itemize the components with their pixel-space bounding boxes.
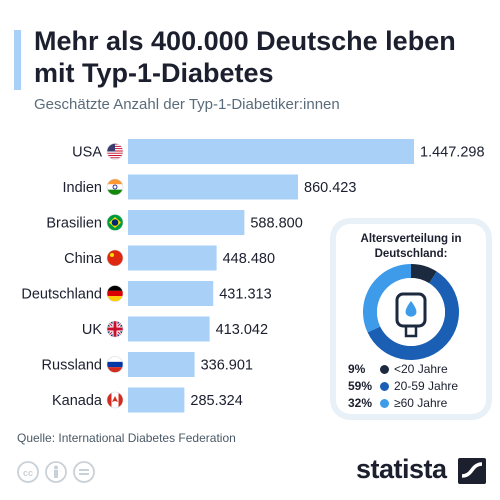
legend-dot	[380, 381, 389, 391]
value-label: 588.800	[250, 216, 302, 232]
legend-dot	[380, 364, 389, 374]
bar-china	[128, 245, 217, 271]
source-note: Quelle: International Diabetes Federatio…	[17, 431, 236, 445]
legend-dot	[380, 398, 389, 408]
legend-label: ≥60 Jahre	[394, 396, 448, 410]
flag-russia-icon	[106, 356, 124, 373]
statista-brand: statista	[356, 454, 447, 484]
bar-usa	[128, 139, 414, 164]
flag-china-icon	[106, 249, 124, 267]
nd-icon	[73, 461, 95, 483]
age-distribution-panel: Altersverteilung in Deutschland: 9% <20 J…	[336, 224, 486, 414]
flag-usa-icon	[106, 143, 124, 160]
legend-label: <20 Jahre	[394, 362, 448, 376]
legend-label: 20-59 Jahre	[394, 379, 459, 393]
legend-item: 59% 20-59 Jahre	[348, 379, 458, 393]
donut-title: Altersverteilung in Deutschland:	[360, 233, 462, 260]
glucose-meter-icon	[395, 292, 427, 338]
flag-germany-icon	[106, 285, 124, 302]
license-icons: cc	[17, 461, 95, 483]
value-label: 285.324	[190, 393, 242, 409]
donut-slice-0	[411, 264, 437, 284]
legend-percent: 32%	[348, 396, 373, 410]
bar-deutschland	[128, 281, 214, 306]
flag-canada-icon	[106, 391, 124, 409]
category-label: Indien	[62, 180, 102, 196]
legend-item: 32% ≥60 Jahre	[348, 396, 447, 410]
title-accent-bar	[14, 30, 21, 90]
bar-chart: USA 1.447.298 Indien 860.423 Brasilien 588.80…	[21, 139, 485, 413]
value-label: 448.480	[223, 251, 275, 267]
value-label: 336.901	[201, 358, 253, 374]
category-label: Russland	[42, 358, 102, 374]
flag-india-icon	[106, 178, 124, 196]
legend-item: 9% <20 Jahre	[348, 362, 448, 376]
statista-logo-icon	[458, 458, 486, 484]
category-label: Brasilien	[46, 216, 102, 232]
category-label: Kanada	[52, 393, 103, 409]
legend-percent: 9%	[348, 362, 366, 376]
flag-brazil-icon	[106, 214, 124, 231]
by-icon	[45, 461, 67, 483]
flag-uk-icon	[106, 320, 124, 338]
legend-percent: 59%	[348, 379, 373, 393]
cc-icon: cc	[17, 461, 39, 483]
bar-russland	[128, 352, 195, 377]
bar-brasilien	[128, 210, 245, 235]
value-label: 413.042	[216, 322, 268, 338]
category-label: UK	[82, 322, 102, 338]
donut-slice-1	[367, 271, 459, 360]
bar-uk	[128, 316, 210, 342]
value-label: 1.447.298	[420, 145, 485, 161]
category-label: USA	[72, 145, 102, 161]
svg-text:cc: cc	[23, 468, 33, 478]
donut-slice-2	[363, 264, 411, 333]
donut-chart	[363, 264, 459, 360]
value-label: 860.423	[304, 180, 356, 196]
chart-title: Mehr als 400.000 Deutsche leben mit Typ-…	[34, 26, 456, 88]
value-label: 431.313	[219, 287, 271, 303]
category-label: Deutschland	[21, 287, 102, 303]
category-label: China	[64, 251, 103, 267]
bar-kanada	[128, 387, 185, 413]
bar-indien	[128, 174, 299, 200]
chart-subtitle: Geschätzte Anzahl der Typ-1-Diabetiker:i…	[34, 96, 340, 113]
